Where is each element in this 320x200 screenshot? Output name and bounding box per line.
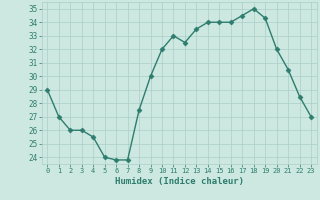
- X-axis label: Humidex (Indice chaleur): Humidex (Indice chaleur): [115, 177, 244, 186]
